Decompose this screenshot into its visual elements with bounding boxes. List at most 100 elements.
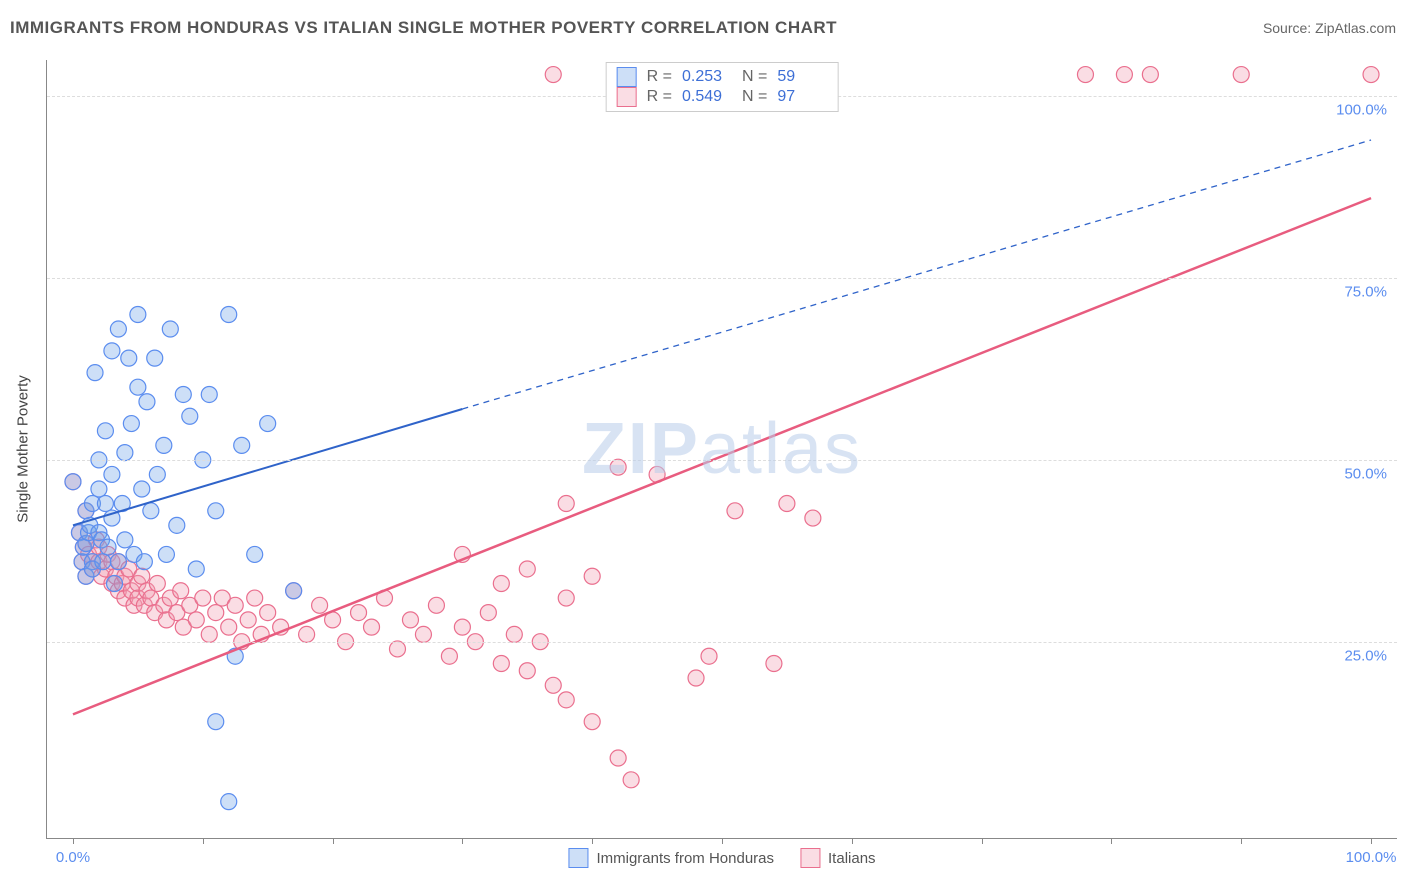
data-point	[136, 554, 152, 570]
data-point	[260, 416, 276, 432]
data-point	[201, 626, 217, 642]
data-point	[805, 510, 821, 526]
x-tick-label: 100.0%	[1346, 849, 1397, 866]
legend-item-honduras[interactable]: Immigrants from Honduras	[568, 848, 774, 868]
data-point	[147, 350, 163, 366]
x-tick	[333, 838, 334, 844]
chart-plot-area: Single Mother Poverty ZIPatlas R = 0.253…	[46, 60, 1397, 839]
data-point	[545, 67, 561, 83]
data-point	[519, 561, 535, 577]
data-point	[454, 619, 470, 635]
x-tick	[1371, 838, 1372, 844]
data-point	[208, 714, 224, 730]
data-point	[779, 496, 795, 512]
legend-row-italians: R = 0.549 N = 97	[617, 87, 828, 107]
gridline	[47, 642, 1397, 643]
data-point	[117, 445, 133, 461]
data-point	[584, 714, 600, 730]
y-tick-label: 50.0%	[1342, 465, 1389, 482]
x-tick	[462, 838, 463, 844]
data-point	[173, 583, 189, 599]
data-point	[110, 321, 126, 337]
swatch-honduras-icon	[568, 848, 588, 868]
data-point	[169, 517, 185, 533]
gridline	[47, 278, 1397, 279]
data-point	[493, 576, 509, 592]
data-point	[162, 321, 178, 337]
data-point	[123, 416, 139, 432]
data-point	[227, 597, 243, 613]
data-point	[130, 306, 146, 322]
swatch-italians-icon	[800, 848, 820, 868]
data-point	[428, 597, 444, 613]
chart-title: IMMIGRANTS FROM HONDURAS VS ITALIAN SING…	[10, 18, 837, 38]
data-point	[95, 554, 111, 570]
data-point	[134, 568, 150, 584]
source-name[interactable]: ZipAtlas.com	[1315, 20, 1396, 36]
legend-item-italians[interactable]: Italians	[800, 848, 876, 868]
data-point	[208, 503, 224, 519]
x-tick	[982, 838, 983, 844]
data-point	[247, 546, 263, 562]
data-point	[1233, 67, 1249, 83]
data-point	[1142, 67, 1158, 83]
source-label: Source:	[1263, 20, 1311, 36]
data-point	[158, 546, 174, 562]
data-point	[130, 379, 146, 395]
data-point	[558, 590, 574, 606]
data-point	[234, 437, 250, 453]
y-tick-label: 25.0%	[1342, 647, 1389, 664]
data-point	[688, 670, 704, 686]
x-tick	[73, 838, 74, 844]
source-attribution: Source: ZipAtlas.com	[1263, 20, 1396, 36]
data-point	[623, 772, 639, 788]
data-point	[545, 677, 561, 693]
data-point	[121, 350, 137, 366]
y-axis-title: Single Mother Poverty	[15, 375, 32, 523]
x-tick	[1111, 838, 1112, 844]
trendline-honduras-dashed	[462, 140, 1371, 409]
data-point	[143, 503, 159, 519]
series-legend: Immigrants from Honduras Italians	[568, 848, 875, 868]
data-point	[104, 343, 120, 359]
data-point	[107, 576, 123, 592]
legend-label-italians: Italians	[828, 850, 876, 867]
swatch-honduras	[617, 67, 637, 87]
data-point	[247, 590, 263, 606]
data-point	[91, 481, 107, 497]
trendline-italians	[73, 198, 1371, 714]
data-point	[156, 437, 172, 453]
data-point	[1116, 67, 1132, 83]
data-point	[175, 386, 191, 402]
gridline	[47, 460, 1397, 461]
data-point	[351, 605, 367, 621]
x-tick-label: 0.0%	[56, 849, 90, 866]
x-tick	[1241, 838, 1242, 844]
y-tick-label: 100.0%	[1334, 102, 1389, 119]
r-value-honduras: 0.253	[682, 68, 732, 86]
data-point	[610, 750, 626, 766]
data-point	[1077, 67, 1093, 83]
r-label: R =	[647, 88, 672, 106]
data-point	[389, 641, 405, 657]
data-point	[260, 605, 276, 621]
data-point	[149, 466, 165, 482]
data-point	[519, 663, 535, 679]
data-point	[117, 532, 133, 548]
data-point	[188, 561, 204, 577]
data-point	[402, 612, 418, 628]
data-point	[134, 481, 150, 497]
data-point	[701, 648, 717, 664]
x-tick	[852, 838, 853, 844]
x-tick	[722, 838, 723, 844]
data-point	[97, 423, 113, 439]
svg-layer	[47, 60, 1397, 838]
data-point	[65, 474, 81, 490]
data-point	[195, 590, 211, 606]
swatch-italians	[617, 87, 637, 107]
n-label: N =	[742, 88, 767, 106]
data-point	[221, 306, 237, 322]
x-tick	[203, 838, 204, 844]
data-point	[221, 794, 237, 810]
n-value-honduras: 59	[777, 68, 827, 86]
